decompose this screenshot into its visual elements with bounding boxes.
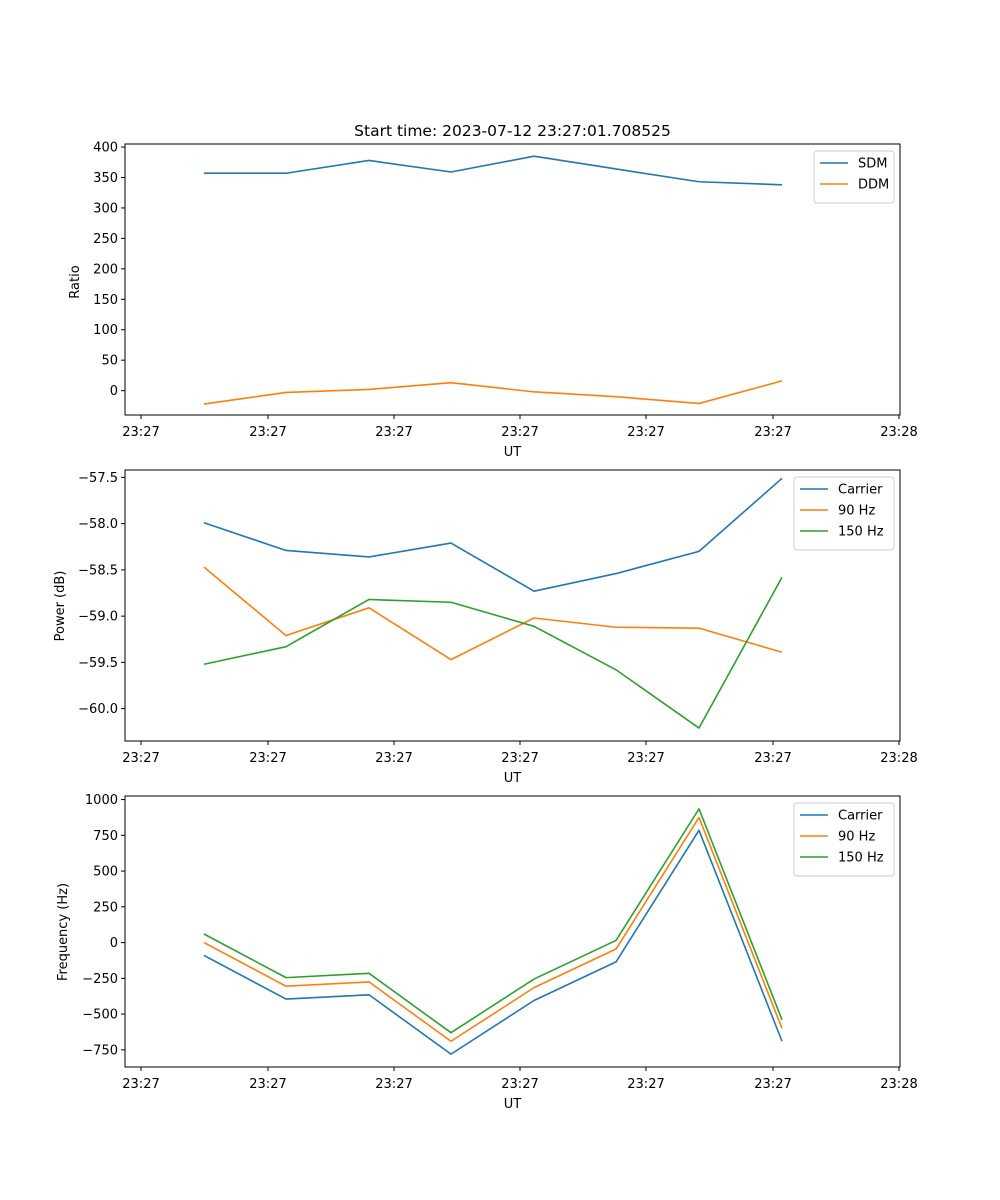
y-tick-label: −500 xyxy=(82,1008,118,1023)
series-line-carrier xyxy=(203,829,783,1055)
legend-frame xyxy=(813,150,895,204)
x-tick-label: 23:28 xyxy=(880,1077,917,1092)
series-lines xyxy=(203,155,783,405)
chart-title: Start time: 2023-07-12 23:27:01.708525 xyxy=(354,122,671,140)
x-tick-label: 23:27 xyxy=(501,751,538,766)
series-line-90-hz xyxy=(203,816,783,1043)
x-tick-label: 23:28 xyxy=(880,751,917,766)
x-tick-label: 23:27 xyxy=(375,751,412,766)
y-axis-label: Frequency (Hz) xyxy=(56,883,71,981)
y-tick-label: 400 xyxy=(93,141,118,156)
y-tick-label: −60.0 xyxy=(78,702,118,717)
y-tick-label: 250 xyxy=(93,232,118,247)
series-line-150-hz xyxy=(203,576,783,729)
x-tick-label: 23:27 xyxy=(249,1077,286,1092)
x-axis-label: UT xyxy=(504,445,522,460)
y-tick-label: 500 xyxy=(93,865,118,880)
plot-area xyxy=(124,469,901,742)
x-tick-label: 23:28 xyxy=(880,425,917,440)
legend-entry-label: Carrier xyxy=(838,483,883,498)
x-tick-label: 23:27 xyxy=(754,425,791,440)
legend: Carrier 90 Hz 150 Hz xyxy=(793,476,895,551)
legend-entry-label: Carrier xyxy=(838,809,883,824)
x-axis-label: UT xyxy=(504,1097,522,1112)
x-tick-label: 23:27 xyxy=(249,751,286,766)
y-tick-label: −59.5 xyxy=(78,656,118,671)
x-tick-label: 23:27 xyxy=(627,751,664,766)
y-tick-label: 50 xyxy=(101,354,118,369)
power-panel: −60.0−59.5−59.0−58.5−58.0−57.5 23:27 23:2… xyxy=(53,469,918,786)
y-axis-ticks: −750 −500 −250 0 250 500 750 1000 xyxy=(82,793,125,1058)
plot-area xyxy=(124,795,901,1068)
x-tick-label: 23:27 xyxy=(501,1077,538,1092)
y-axis-ticks: −60.0 −59.5 −59.0 −58.5 −58.0 −57.5 xyxy=(78,471,125,717)
legend-entry-label: 150 Hz xyxy=(838,851,884,866)
x-tick-label: 23:27 xyxy=(122,751,159,766)
y-tick-label: −750 xyxy=(82,1043,118,1058)
series-line-carrier xyxy=(203,477,783,592)
legend-entry-label: 90 Hz xyxy=(838,830,875,845)
legend-entry-label: 150 Hz xyxy=(838,525,884,540)
x-axis-ticks: 23:27 23:27 23:27 23:27 23:27 23:27 23:28 xyxy=(122,415,918,440)
y-tick-label: −57.5 xyxy=(78,471,118,486)
y-tick-label: 300 xyxy=(93,201,118,216)
x-tick-label: 23:27 xyxy=(122,425,159,440)
x-tick-label: 23:27 xyxy=(627,425,664,440)
y-tick-label: 200 xyxy=(93,262,118,277)
x-tick-label: 23:27 xyxy=(754,1077,791,1092)
legend: Carrier 90 Hz 150 Hz xyxy=(793,802,895,877)
x-tick-label: 23:27 xyxy=(754,751,791,766)
y-axis-ticks: 0 50 100 150 200 250 300 350 400 xyxy=(93,141,125,399)
series-line-90-hz xyxy=(203,566,783,661)
x-tick-label: 23:27 xyxy=(249,425,286,440)
series-line-ddm xyxy=(203,380,783,405)
y-tick-label: −58.0 xyxy=(78,517,118,532)
y-tick-label: 100 xyxy=(93,323,118,338)
y-tick-label: 750 xyxy=(93,829,118,844)
y-tick-label: −250 xyxy=(82,972,118,987)
series-line-sdm xyxy=(204,155,783,186)
legend-entry-label: SDM xyxy=(858,157,887,172)
legend: SDM DDM xyxy=(813,150,895,204)
legend-entry-label: 90 Hz xyxy=(838,504,875,519)
series-lines xyxy=(203,808,783,1055)
y-axis-label: Ratio xyxy=(68,265,83,298)
y-tick-label: 350 xyxy=(93,171,118,186)
y-tick-label: 0 xyxy=(110,936,118,951)
x-axis-label: UT xyxy=(504,771,522,786)
y-tick-label: 250 xyxy=(93,900,118,915)
series-line-150-hz xyxy=(203,808,783,1034)
y-tick-label: 150 xyxy=(93,293,118,308)
y-axis-label: Power (dB) xyxy=(53,571,68,642)
x-axis-ticks: 23:27 23:27 23:27 23:27 23:27 23:27 23:28 xyxy=(122,741,918,766)
y-tick-label: −58.5 xyxy=(78,563,118,578)
plot-area xyxy=(124,143,901,416)
y-tick-label: 0 xyxy=(110,384,118,399)
y-tick-label: 1000 xyxy=(85,793,118,808)
y-tick-label: −59.0 xyxy=(78,610,118,625)
x-axis-ticks: 23:27 23:27 23:27 23:27 23:27 23:27 23:28 xyxy=(122,1067,918,1092)
x-tick-label: 23:27 xyxy=(375,425,412,440)
x-tick-label: 23:27 xyxy=(122,1077,159,1092)
series-lines xyxy=(203,477,783,729)
x-tick-label: 23:27 xyxy=(375,1077,412,1092)
x-tick-label: 23:27 xyxy=(501,425,538,440)
legend-entry-label: DDM xyxy=(858,178,889,193)
x-tick-label: 23:27 xyxy=(627,1077,664,1092)
